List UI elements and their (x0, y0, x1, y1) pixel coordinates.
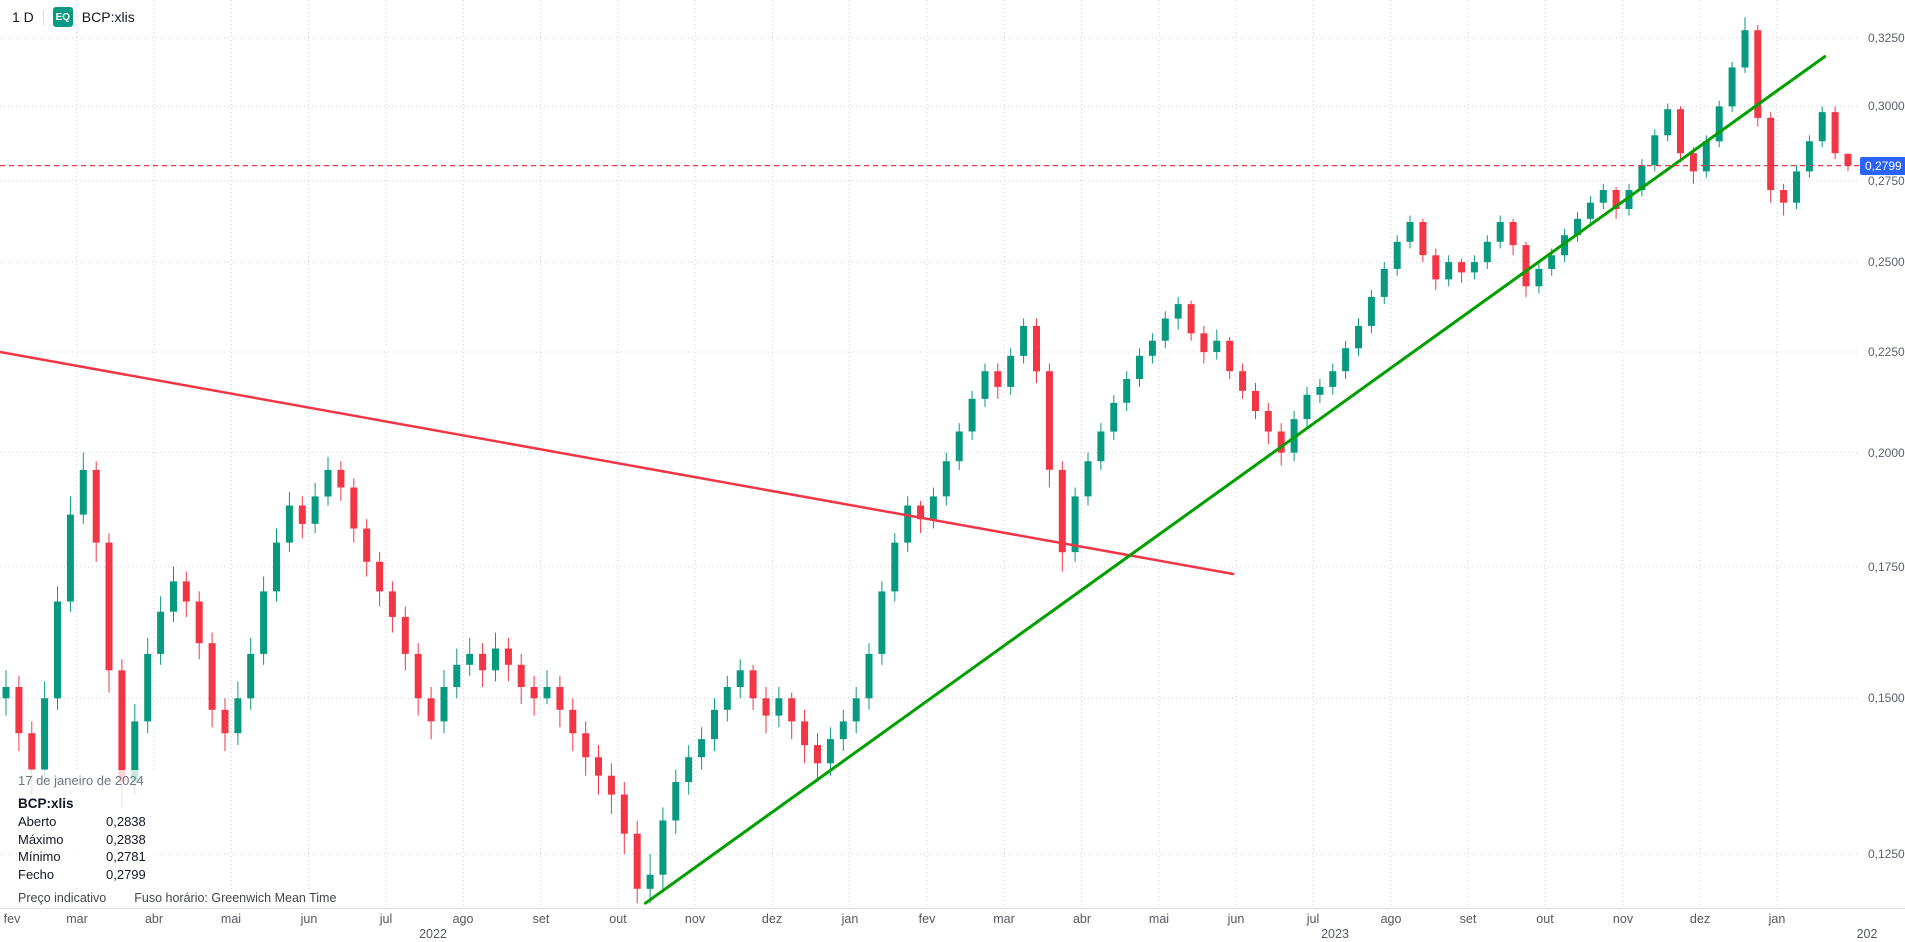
month-label: jun (1227, 912, 1245, 926)
month-label: fev (3, 912, 21, 926)
month-label: jan (841, 912, 859, 926)
symbol-label[interactable]: BCP:xlis (81, 9, 135, 25)
info-value: 0,2838 (106, 831, 146, 847)
year-label: 2022 (419, 927, 447, 941)
year-label: 202 (1856, 927, 1878, 941)
month-label: jul (379, 912, 393, 926)
info-label: Mínimo (18, 849, 61, 864)
info-row-high: Máximo 0,2838 (18, 831, 146, 849)
timeframe-button[interactable]: 1 D (12, 9, 34, 25)
price-tick-label: 0,3000 (1868, 99, 1905, 113)
info-symbol: BCP:xlis (18, 796, 74, 811)
price-tick-label: 0,1250 (1868, 847, 1905, 861)
month-label: dez (1689, 912, 1711, 926)
month-label: mar (993, 912, 1015, 926)
price-tick-label: 0,2250 (1868, 345, 1905, 359)
chart-footnote: Preço indicativo Fuso horário: Greenwich… (18, 891, 337, 905)
month-label: out (1536, 912, 1554, 926)
month-label: mai (1148, 912, 1170, 926)
time-axis[interactable]: fev mar abr mai jun jul ago set out nov dez jan fev m… (0, 908, 1905, 942)
month-label: jun (300, 912, 318, 926)
price-tick-label: 0,1750 (1868, 560, 1905, 574)
price-tick-label: 0,2000 (1868, 446, 1905, 460)
equity-type-badge: EQ (52, 7, 73, 27)
month-label: nov (684, 912, 706, 926)
data-window: 17 de janeiro de 2024 BCP:xlis Aberto 0,… (18, 770, 156, 887)
year-label: 2023 (1321, 927, 1349, 941)
price-tick-label: 0,1500 (1868, 691, 1905, 705)
info-row-low: Mínimo 0,2781 (18, 848, 146, 866)
month-label: fev (918, 912, 936, 926)
month-label: jul (1306, 912, 1320, 926)
month-label: ago (1380, 912, 1402, 926)
price-tick-label: 0,3250 (1868, 31, 1905, 45)
info-label: Máximo (18, 831, 64, 847)
month-label: abr (144, 912, 164, 926)
month-label: dez (761, 912, 783, 926)
month-label: mar (66, 912, 88, 926)
month-label: mai (220, 912, 242, 926)
month-label: nov (1612, 912, 1634, 926)
info-row-open: Aberto 0,2838 (18, 813, 146, 831)
info-value: 0,2799 (106, 866, 146, 882)
price-axis[interactable]: 0,3250 0,3000 0,2750 0,2500 0,2250 0,2000 0,17… (1860, 0, 1905, 908)
last-price-label: 0,2799 (1860, 157, 1905, 175)
price-tick-label: 0,2750 (1868, 174, 1905, 188)
month-label: ago (452, 912, 474, 926)
month-label: set (1459, 912, 1477, 926)
chart-header: 1 D EQ BCP:xlis (12, 7, 135, 27)
info-value: 0,2781 (106, 849, 146, 864)
month-label: abr (1072, 912, 1092, 926)
info-value: 0,2838 (106, 814, 146, 829)
month-label: jan (1768, 912, 1786, 926)
timezone-note: Fuso horário: Greenwich Mean Time (134, 891, 337, 905)
header-divider (42, 9, 44, 25)
info-label: Fecho (18, 866, 55, 882)
info-label: Aberto (18, 814, 57, 829)
price-indicative-note: Preço indicativo (18, 891, 107, 905)
month-label: set (532, 912, 550, 926)
info-date: 17 de janeiro de 2024 (18, 773, 144, 788)
info-row-close: Fecho 0,2799 (18, 866, 146, 884)
price-tick-label: 0,2500 (1868, 255, 1905, 269)
month-label: out (609, 912, 627, 926)
